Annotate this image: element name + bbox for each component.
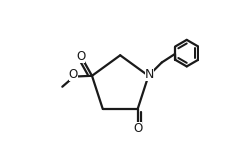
Text: O: O (133, 122, 142, 135)
Text: O: O (69, 68, 78, 81)
Text: N: N (144, 68, 154, 81)
Text: O: O (76, 50, 85, 63)
